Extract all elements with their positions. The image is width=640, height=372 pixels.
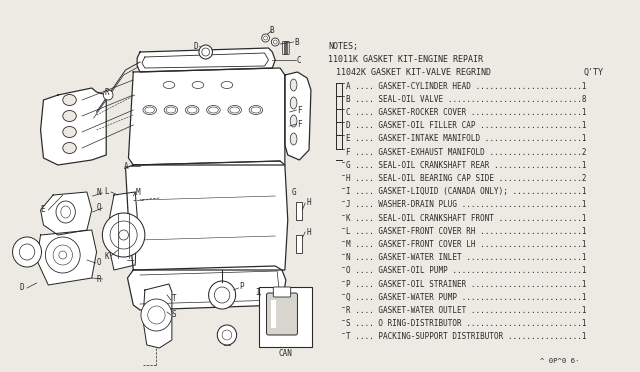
Text: M .... GASKET-FRONT COVER LH ......................1: M .... GASKET-FRONT COVER LH ...........… xyxy=(346,240,586,249)
Text: Q: Q xyxy=(97,203,101,212)
Text: NOTES;: NOTES; xyxy=(328,42,358,51)
Text: F: F xyxy=(298,106,302,115)
Text: N .... GASKET-WATER INLET .........................1: N .... GASKET-WATER INLET ..............… xyxy=(346,253,586,262)
Ellipse shape xyxy=(290,97,297,109)
Ellipse shape xyxy=(63,142,76,154)
Polygon shape xyxy=(36,230,97,285)
Text: H .... SEAL-OIL BEARING CAP SIDE ..................2: H .... SEAL-OIL BEARING CAP SIDE .......… xyxy=(346,174,586,183)
Text: T: T xyxy=(172,294,177,303)
Bar xyxy=(296,235,302,253)
Polygon shape xyxy=(40,192,92,235)
Polygon shape xyxy=(125,161,288,270)
Bar xyxy=(259,287,312,347)
Text: E: E xyxy=(40,205,45,214)
Text: E .... GASKET-INTAKE MANIFOLD .....................1: E .... GASKET-INTAKE MANIFOLD ..........… xyxy=(346,134,586,143)
Text: A: A xyxy=(124,162,128,171)
Text: I .... GASKET-LIQUID (CANADA ONLY); ...............1: I .... GASKET-LIQUID (CANADA ONLY); ....… xyxy=(346,187,586,196)
Circle shape xyxy=(218,325,237,345)
Ellipse shape xyxy=(290,133,297,145)
Text: H: H xyxy=(306,228,311,237)
Text: S: S xyxy=(172,310,177,319)
Text: 11011K GASKET KIT-ENGINE REPAIR: 11011K GASKET KIT-ENGINE REPAIR xyxy=(328,55,483,64)
Text: J .... WASHER-DRAIN PLUG ..........................1: J .... WASHER-DRAIN PLUG ...............… xyxy=(346,201,586,209)
Text: 11042K GASKET KIT-VALVE REGRIND: 11042K GASKET KIT-VALVE REGRIND xyxy=(336,68,491,77)
Circle shape xyxy=(141,299,172,331)
Text: L .... GASKET-FRONT COVER RH ......................1: L .... GASKET-FRONT COVER RH ...........… xyxy=(346,227,586,236)
Circle shape xyxy=(45,237,80,273)
Text: P .... GASKET-OIL STRAINER ........................1: P .... GASKET-OIL STRAINER .............… xyxy=(346,280,586,289)
Text: S .... O RING-DISTRIBUTOR .........................1: S .... O RING-DISTRIBUTOR ..............… xyxy=(346,319,586,328)
Polygon shape xyxy=(40,88,106,165)
Text: R: R xyxy=(97,275,101,284)
Text: Q'TY: Q'TY xyxy=(584,68,604,77)
Ellipse shape xyxy=(290,115,297,127)
Text: B: B xyxy=(269,26,274,35)
Text: P: P xyxy=(239,282,244,291)
FancyBboxPatch shape xyxy=(266,293,298,335)
Text: M: M xyxy=(135,188,140,197)
Text: K .... SEAL-OIL CRANKSHAFT FRONT ..................1: K .... SEAL-OIL CRANKSHAFT FRONT .......… xyxy=(346,214,586,222)
Text: C .... GASKET-ROCKER COVER ........................1: C .... GASKET-ROCKER COVER .............… xyxy=(346,108,586,117)
FancyBboxPatch shape xyxy=(273,287,291,297)
Polygon shape xyxy=(143,284,172,348)
Circle shape xyxy=(271,38,279,46)
Text: R: R xyxy=(104,88,109,97)
Ellipse shape xyxy=(56,201,76,223)
Circle shape xyxy=(103,90,113,100)
Text: O .... GASKET-OIL PUMP ............................1: O .... GASKET-OIL PUMP .................… xyxy=(346,266,586,275)
Text: C: C xyxy=(296,56,301,65)
Ellipse shape xyxy=(63,94,76,106)
Text: B .... SEAL-OIL VALVE .............................8: B .... SEAL-OIL VALVE ..................… xyxy=(346,95,586,104)
Circle shape xyxy=(262,34,269,42)
Text: F: F xyxy=(298,120,302,129)
Bar xyxy=(296,202,302,220)
Text: CAN: CAN xyxy=(278,349,292,358)
Text: I: I xyxy=(255,288,260,297)
Circle shape xyxy=(209,281,236,309)
Text: H: H xyxy=(306,198,311,207)
Text: D: D xyxy=(19,283,24,292)
Text: T .... PACKING-SUPPORT DISTRIBUTOR ................1: T .... PACKING-SUPPORT DISTRIBUTOR .....… xyxy=(346,333,586,341)
Polygon shape xyxy=(129,68,285,165)
Polygon shape xyxy=(127,266,286,310)
Bar xyxy=(271,300,276,328)
Ellipse shape xyxy=(63,126,76,138)
Text: Q .... GASKET-WATER PUMP ..........................1: Q .... GASKET-WATER PUMP ...............… xyxy=(346,293,586,302)
Polygon shape xyxy=(106,192,137,270)
Circle shape xyxy=(199,45,212,59)
Text: K: K xyxy=(104,252,109,261)
Text: ^ 0P^0 6·: ^ 0P^0 6· xyxy=(540,358,579,364)
Text: N: N xyxy=(97,188,101,197)
Ellipse shape xyxy=(63,110,76,122)
Text: A .... GASKET-CYLINDER HEAD .......................1: A .... GASKET-CYLINDER HEAD ............… xyxy=(346,81,586,91)
Text: G: G xyxy=(292,188,296,197)
Polygon shape xyxy=(285,72,311,160)
Text: G .... SEAL-OIL CRANKSHAFT REAR ...................1: G .... SEAL-OIL CRANKSHAFT REAR ........… xyxy=(346,161,586,170)
Text: O: O xyxy=(97,258,101,267)
Text: B: B xyxy=(294,38,299,47)
Text: F .... GASKET-EXHAUST MANIFOLD ....................2: F .... GASKET-EXHAUST MANIFOLD .........… xyxy=(346,148,586,157)
Text: R .... GASKET-WATER OUTLET ........................1: R .... GASKET-WATER OUTLET .............… xyxy=(346,306,586,315)
Text: D .... GASKET-OIL FILLER CAP ......................1: D .... GASKET-OIL FILLER CAP ...........… xyxy=(346,121,586,130)
Text: L: L xyxy=(104,187,109,196)
Ellipse shape xyxy=(290,79,297,91)
Polygon shape xyxy=(137,48,275,72)
Circle shape xyxy=(13,237,42,267)
Text: D: D xyxy=(193,42,198,51)
Circle shape xyxy=(102,213,145,257)
